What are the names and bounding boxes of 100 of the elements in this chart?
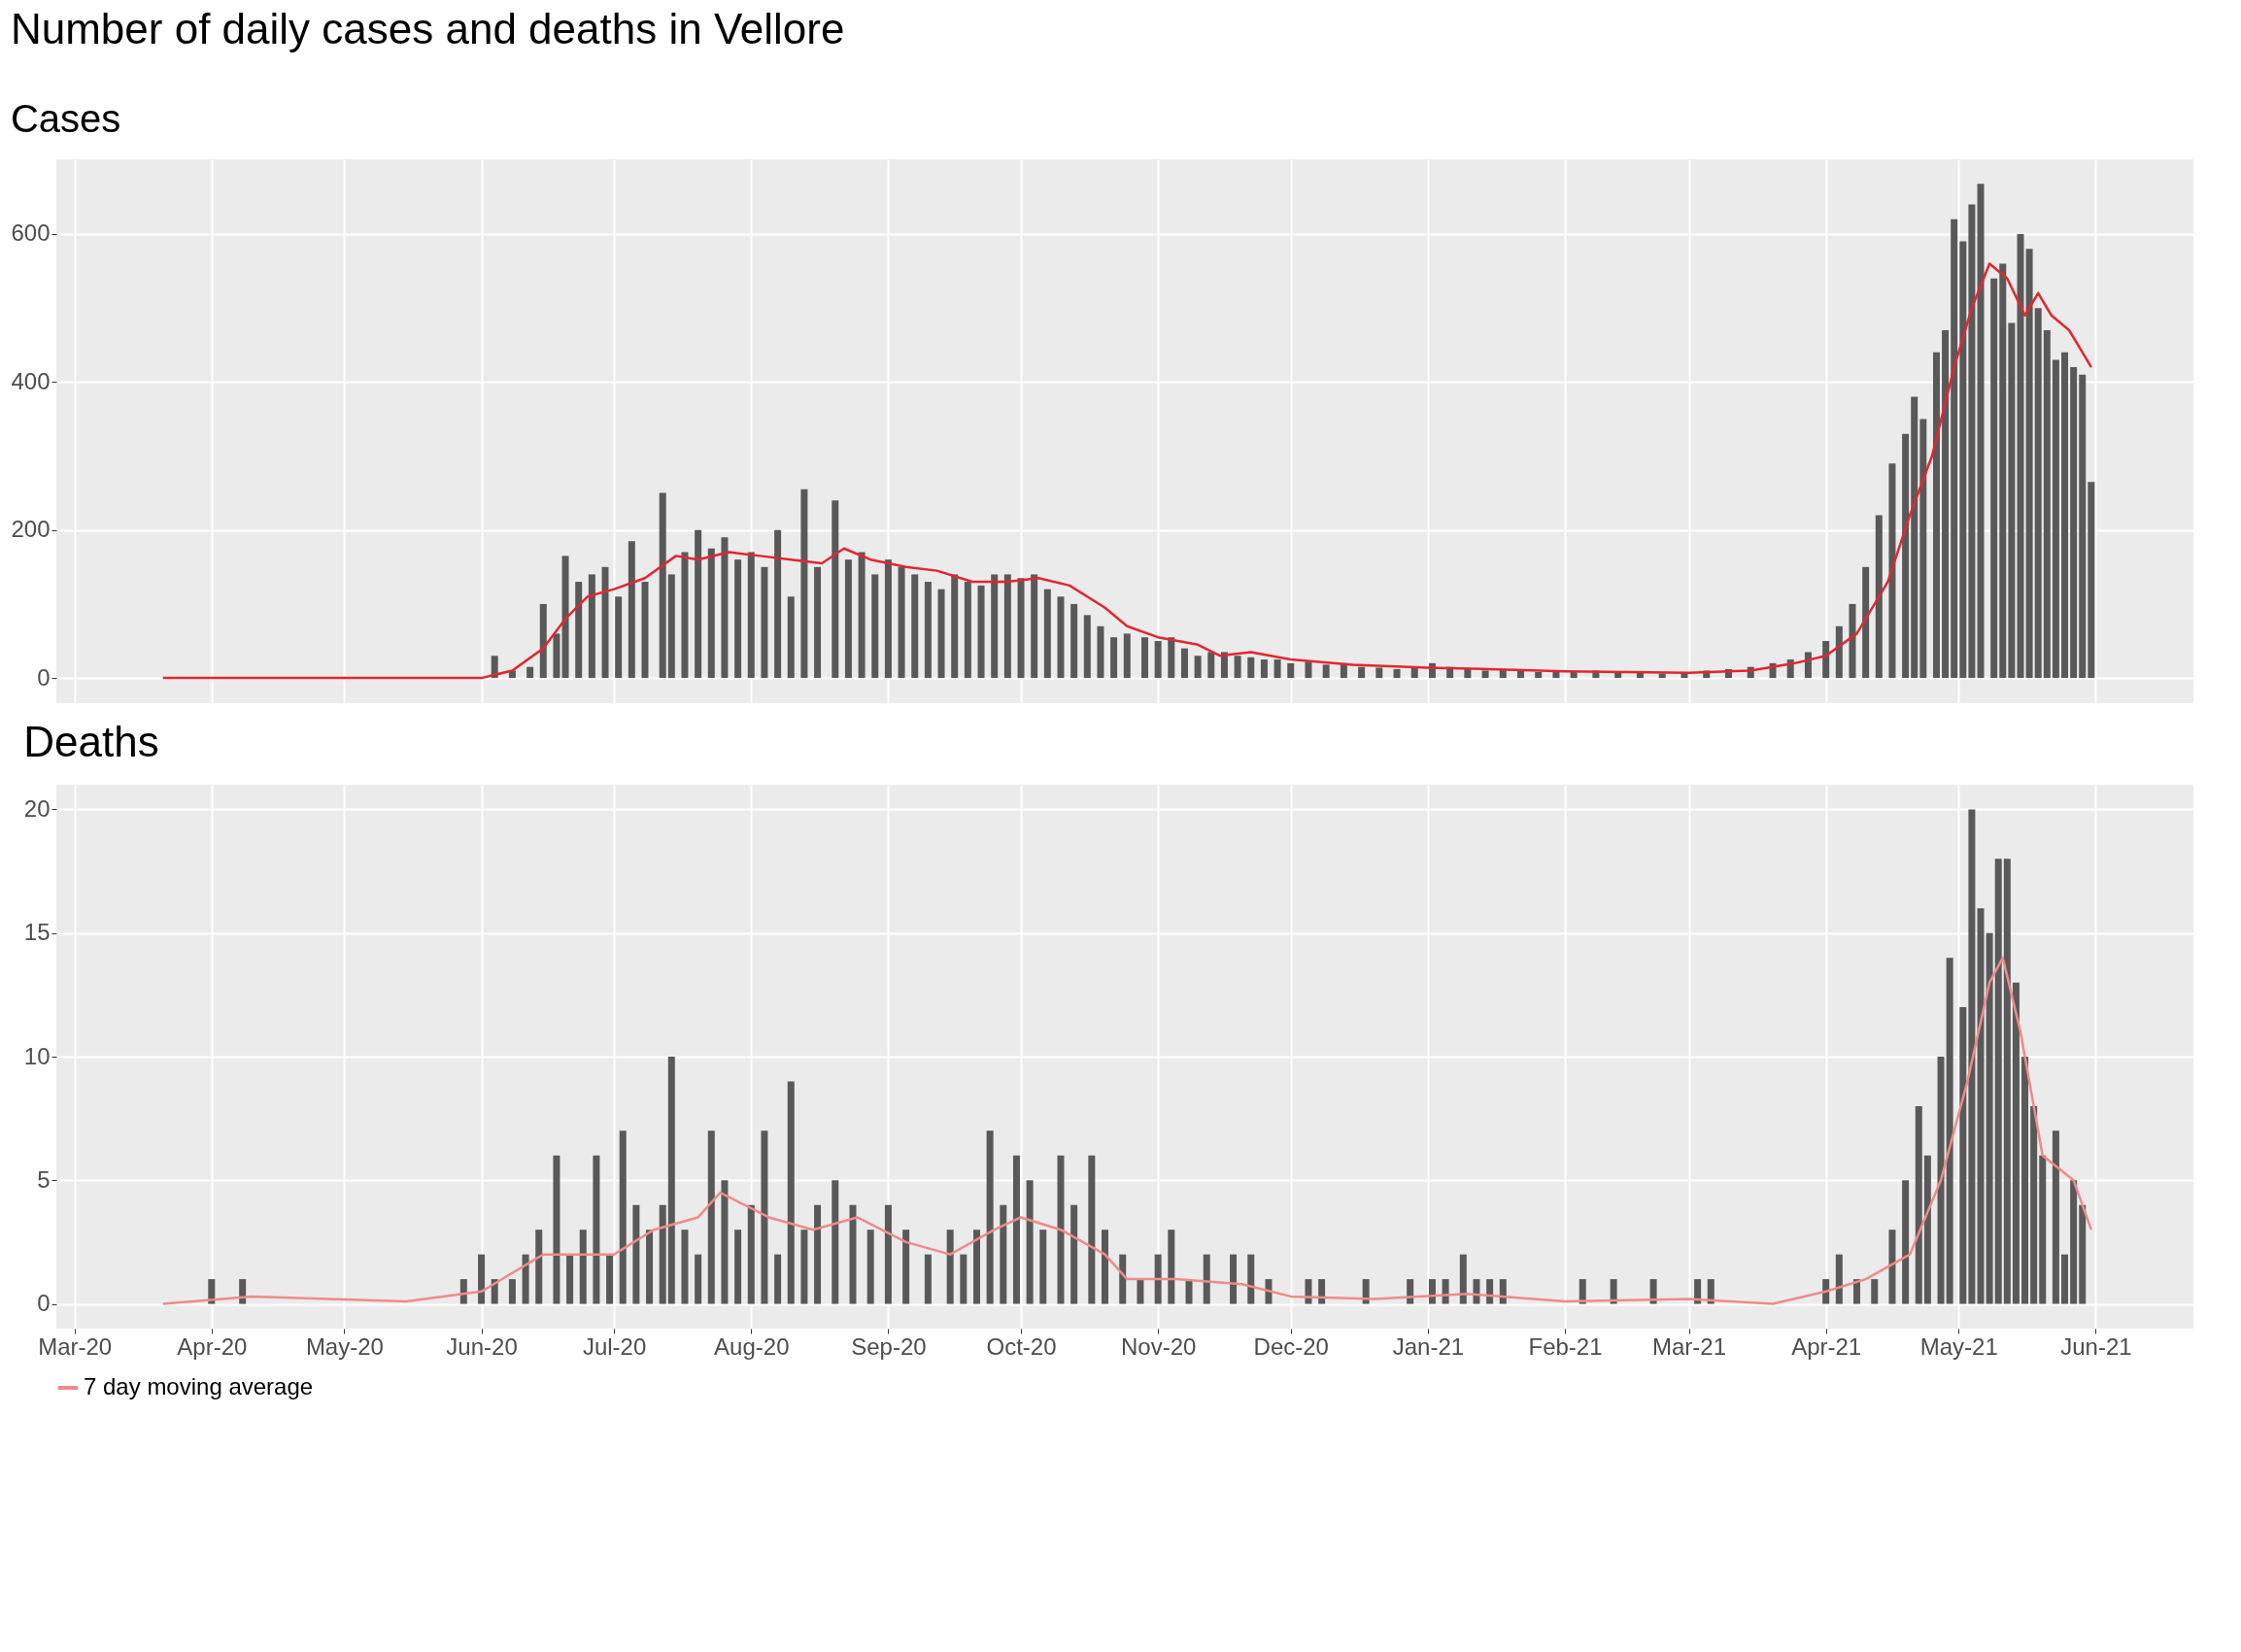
bar [1043,589,1051,679]
bar [960,1254,968,1304]
bar [1875,515,1883,679]
bar [1835,1254,1843,1304]
bar [659,492,666,679]
bar [522,1254,529,1304]
bar [1057,1155,1065,1304]
bar [667,1057,675,1304]
bar [972,1230,980,1304]
bar [2021,1057,2029,1304]
bar [774,1254,782,1304]
bar [946,1230,954,1304]
bar [2017,233,2024,679]
bar [800,1230,808,1304]
bar [641,582,649,679]
bar [1888,1230,1896,1304]
bar [1168,637,1175,679]
x-tick-label: Apr-20 [177,1332,248,1360]
bar [1822,641,1830,679]
bar [1322,664,1330,679]
bar [1911,396,1918,679]
y-tick-label: 400 [11,367,51,394]
bar [1017,578,1025,679]
bar [1026,1180,1034,1304]
bar [1102,1230,1109,1304]
bar [1946,958,1953,1304]
bar [2025,249,2033,679]
bar [964,582,971,679]
bar [566,1254,574,1304]
x-tick-label: Oct-20 [986,1332,1057,1360]
bar [1220,652,1228,679]
bar [2070,1180,2078,1304]
bar [1959,1007,1967,1304]
bar [1012,1155,1020,1304]
bar [849,1204,857,1304]
bar [1180,648,1188,679]
bar [2003,859,2011,1304]
bar [1923,1155,1931,1304]
bar [2070,367,2078,679]
bar [1707,1279,1715,1304]
bar [747,552,755,679]
bar [2052,359,2059,679]
bar [1234,656,1241,679]
bar [508,1279,516,1304]
bar [459,1279,467,1304]
y-tick-label: 200 [11,516,51,543]
y-tick-label: 600 [11,219,51,247]
bar [601,566,609,679]
bar [2079,1204,2087,1304]
y-tick-label: 0 [37,663,51,691]
bar [1932,352,1940,679]
bar [1168,1230,1175,1304]
bar [734,1230,742,1304]
bar [844,559,852,679]
line-series [161,956,2093,1305]
bar [787,596,795,679]
bar [1154,641,1162,679]
bar [1203,1254,1210,1304]
bar [2030,1105,2038,1304]
bar [761,1130,768,1304]
bar [1902,1180,1910,1304]
bar [606,1254,614,1304]
bar [1853,1279,1861,1304]
bar [695,529,702,679]
bar [1230,1254,1238,1304]
bar [2012,982,2020,1304]
bar [814,566,822,679]
bar [2008,322,2016,679]
x-tick-label: Jul-20 [582,1332,647,1360]
bar [1459,1254,1467,1304]
bar [588,574,595,679]
bar [1871,1279,1879,1304]
bar [539,603,547,679]
x-tick-label: Feb-21 [1528,1332,1603,1360]
x-tick-label: Sep-20 [851,1332,927,1360]
bar [1428,1279,1436,1304]
bar [1919,419,1927,679]
bar [1977,908,1985,1304]
bar [1318,1279,1326,1304]
bar [800,489,808,679]
x-tick-label: May-20 [305,1332,384,1360]
bar [1003,574,1011,679]
y-tick-label: 5 [37,1165,51,1193]
bar [646,1230,654,1304]
bar [977,585,985,679]
bar [858,552,866,679]
chart-title: Deaths [23,718,159,765]
bar [1986,932,1993,1304]
bar [478,1254,486,1304]
bar [1137,1279,1144,1304]
x-tick-label: Jun-20 [446,1332,518,1360]
bar [1804,652,1812,679]
bar [535,1230,543,1304]
bar [898,566,905,679]
bar [787,1081,795,1304]
bar [2034,308,2042,679]
bar [814,1204,822,1304]
x-tick-label: Jun-21 [2060,1332,2132,1360]
bar [632,1204,640,1304]
bar [1207,652,1215,679]
